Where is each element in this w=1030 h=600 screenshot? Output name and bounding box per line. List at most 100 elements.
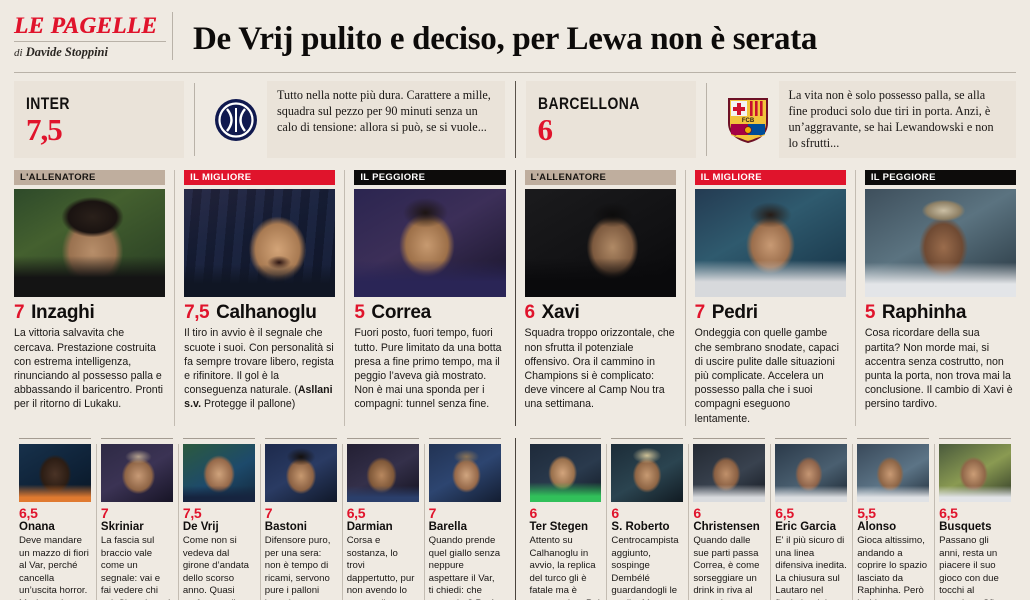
player-comment: Difensore puro, per una sera: non è temp… [264,535,331,600]
brand-divider [14,41,166,42]
player-vote: 6,5 [19,504,38,521]
card-tag: IL PEGGIORE [354,170,506,186]
featured-card-inzaghi[interactable]: L'ALLENATORE 7 Inzaghi La vittoria salva… [14,170,166,425]
featured-card-pedri[interactable]: IL MIGLIORE 7 Pedri Ondeggia con quelle … [684,170,846,426]
cell-rule [100,437,173,439]
player-name: Raphinha [881,302,967,324]
player-name: Xavi [541,302,580,324]
player-vote: 5 [864,302,876,324]
team-divider [194,83,195,157]
player-photo-skriniar [100,443,173,502]
player-vote: 7,5 [182,504,202,521]
cell-rule [775,437,848,439]
rating-card-eric-garcia[interactable]: 6,5 Eric Garcia E' il più sicuro di una … [770,437,852,600]
team-name-barcellona: BARCELLONA [537,94,640,114]
team-identity-barcellona: BARCELLONA 6 [525,81,696,159]
player-photo-alonso [857,443,930,502]
card-tag: L'ALLENATORE [14,170,166,186]
rating-card-skriniar[interactable]: 7 Skriniar La fascia sul braccio vale co… [95,437,178,600]
cell-rule [428,437,501,439]
player-photo-busquets [939,443,1012,502]
player-photo-calhanoglu [184,189,336,298]
card-tag: IL PEGGIORE [864,170,1017,186]
card-tag: L'ALLENATORE [524,170,676,186]
player-photo-christensen [693,443,766,502]
masthead-separator [172,12,173,60]
player-comment: Squadra troppo orizzontale, che non sfru… [524,327,675,411]
player-photo-eric-garcia [775,443,848,502]
team-name-inter: INTER [26,94,70,114]
center-separator [514,437,516,600]
rating-card-alonso[interactable]: 5,5 Alonso Gioca altissimo, andando a co… [852,437,934,600]
player-vote: 7,5 [184,302,210,324]
player-comment: Il tiro in avvio è il segnale che scuote… [184,327,334,411]
player-photo-de-vrij [182,443,255,502]
rating-card-ter-stegen[interactable]: 6 Ter Stegen Attento su Calhanoglu in av… [525,437,607,600]
player-vote: 6,5 [775,504,794,521]
player-vote: 6,5 [346,504,366,521]
rating-card-busquets[interactable]: 6,5 Busquets Passano gli anni, resta un … [934,437,1016,600]
ratings-grid: 6,5 Onana Deve mandare un mazzo di fiori… [0,432,1030,600]
player-vote: 7 [428,504,437,521]
rating-card-de-vrij[interactable]: 7,5 De Vrij Come non si vedeva dal giron… [177,437,260,600]
featured-card-correa[interactable]: IL PEGGIORE 5 Correa Fuori posto, fuori … [344,170,506,426]
center-separator [514,170,516,426]
player-headline: 5 Raphinha [865,302,1016,324]
player-headline: 5 Correa [354,302,505,324]
featured-half-inter: L'ALLENATORE 7 Inzaghi La vittoria salva… [14,170,506,426]
team-identity-inter: INTER 7,5 [14,81,184,159]
rating-card-onana[interactable]: 6,5 Onana Deve mandare un mazzo di fiori… [14,437,96,600]
barcelona-crest-icon: FCB [717,81,779,158]
player-comment: La fascia sul braccio vale come un segna… [100,535,170,600]
rating-card-darmian[interactable]: 6,5 Darmian Corsa e sostanza, lo trovi d… [341,437,424,600]
team-quote-inter: Tutto nella notte più dura. Carattere a … [267,81,505,159]
player-photo-onana [19,443,91,502]
featured-half-barcellona: L'ALLENATORE 6 Xavi Squadra troppo orizz… [524,170,1017,426]
featured-card-calhanoglu[interactable]: IL MIGLIORE 7,5 Calhanoglu Il tiro in av… [174,170,336,426]
masthead: LE PAGELLE di Davide Stoppini De Vrij pu… [0,0,1030,70]
player-comment: Centrocampista aggiunto, sospinge Dembél… [611,535,679,600]
player-vote: 7 [694,302,706,324]
svg-text:FCB: FCB [741,118,754,124]
cell-rule [939,437,1012,439]
player-name: Barella [428,521,467,534]
team-score-barcellona: 6 [537,112,554,148]
player-name: Pedri [711,302,758,324]
player-vote: 5 [354,302,365,324]
byline-author: Davide Stoppini [25,45,108,59]
player-photo-ter-stegen [529,443,602,502]
player-headline: 7 Pedri [695,302,846,324]
team-banner-row: INTER 7,5 Tutto nella notte più dura. Ca… [0,73,1030,164]
player-vote: 6 [529,504,538,521]
team-divider [705,83,707,157]
rating-card-barella[interactable]: 7 Barella Quando prende quel giallo senz… [423,437,506,600]
player-photo-pedri [694,189,846,298]
player-name: Correa [371,302,431,324]
center-rule [514,81,516,159]
rating-card-bastoni[interactable]: 7 Bastoni Difensore puro, per una sera: … [259,437,342,600]
featured-card-xavi[interactable]: L'ALLENATORE 6 Xavi Squadra troppo orizz… [524,170,676,425]
player-vote: 7 [264,504,273,521]
player-vote: 6 [611,504,619,521]
player-headline: 7,5 Calhanoglu [184,302,335,324]
player-name: Inzaghi [31,302,95,324]
page-headline: De Vrij pulito e deciso, per Lewa non è … [193,20,818,57]
player-headline: 6 Xavi [525,302,676,324]
rating-card-christensen[interactable]: 6 Christensen Quando dalle sue parti pas… [688,437,770,600]
card-tag: IL MIGLIORE [694,170,846,186]
byline: di Davide Stoppini [14,45,168,60]
cell-rule [693,437,766,439]
player-name: Skriniar [100,521,144,534]
player-vote: 7 [100,504,109,521]
player-name: Ter Stegen [529,521,589,534]
featured-card-raphinha[interactable]: IL PEGGIORE 5 Raphinha Cosa ricordare de… [854,170,1017,426]
player-photo-darmian [346,443,419,502]
player-headline: 7 Inzaghi [14,302,165,324]
rating-card-s-roberto[interactable]: 6 S. Roberto Centrocampista aggiunto, so… [606,437,688,600]
card-tag: IL MIGLIORE [184,170,336,186]
ratings-half-barcellona: 6 Ter Stegen Attento su Calhanoglu in av… [525,437,1017,600]
player-vote: 5,5 [857,504,876,521]
player-comment: Come non si vedeva dal girone d’andata d… [182,535,252,600]
player-comment: Attento su Calhanoglu in avvio, la repli… [529,535,600,600]
